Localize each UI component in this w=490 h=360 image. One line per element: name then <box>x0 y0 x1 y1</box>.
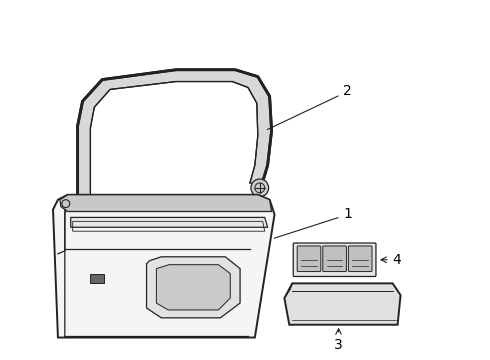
Bar <box>91 274 104 283</box>
Polygon shape <box>60 195 271 212</box>
Text: 4: 4 <box>381 253 401 267</box>
Polygon shape <box>77 70 271 210</box>
FancyBboxPatch shape <box>297 246 321 271</box>
Circle shape <box>251 179 269 197</box>
Polygon shape <box>147 257 240 318</box>
Text: 1: 1 <box>274 207 352 238</box>
Polygon shape <box>156 265 230 310</box>
FancyBboxPatch shape <box>348 246 372 271</box>
Text: 2: 2 <box>267 84 352 130</box>
FancyBboxPatch shape <box>323 246 346 271</box>
Polygon shape <box>53 195 274 338</box>
Text: 3: 3 <box>334 329 343 351</box>
Polygon shape <box>284 283 400 325</box>
FancyBboxPatch shape <box>293 243 376 276</box>
Circle shape <box>83 205 88 210</box>
Polygon shape <box>71 217 268 227</box>
